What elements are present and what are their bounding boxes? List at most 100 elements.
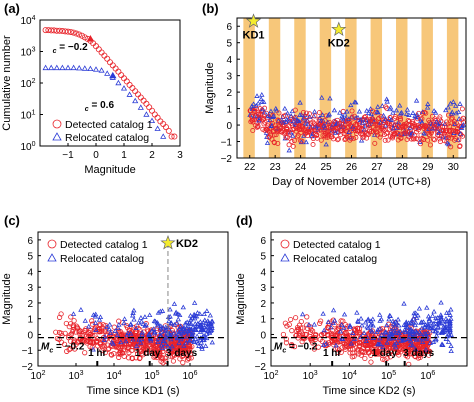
data-point-detected: [170, 346, 176, 352]
y-tick-label: 2: [226, 88, 232, 99]
data-point-relocated: [138, 318, 145, 324]
data-point-relocated: [392, 330, 399, 335]
data-point-relocated: [203, 331, 210, 336]
data-point-relocated: [333, 342, 339, 348]
data-point-detected: [71, 318, 77, 324]
data-point-detected: [377, 134, 383, 140]
x-tick-label: 22: [244, 162, 256, 173]
data-point-relocated: [446, 331, 452, 337]
data-point-relocated: [450, 99, 457, 104]
data-point-detected: [68, 314, 74, 320]
data-point-relocated: [131, 316, 137, 322]
data-point-detected: [382, 137, 388, 143]
x-tick-label: 105: [381, 370, 396, 382]
mc-annotation: c = −0.2: [53, 42, 88, 55]
data-point-detected: [95, 46, 102, 53]
data-point-relocated: [361, 126, 367, 132]
data-point-relocated: [355, 114, 361, 120]
x-axis-label: Time since KD2 (s): [322, 385, 415, 397]
data-point-relocated: [457, 101, 463, 106]
data-point-relocated: [169, 343, 175, 349]
data-point-detected: [349, 108, 355, 114]
data-point-detected: [146, 104, 153, 111]
data-point-relocated: [319, 94, 325, 100]
data-point-relocated: [378, 332, 385, 337]
data-point-relocated: [370, 322, 376, 328]
data-point-detected: [183, 352, 189, 358]
data-point-detected: [255, 124, 261, 130]
data-point-relocated: [286, 147, 292, 153]
data-point-relocated: [452, 121, 458, 126]
night-band: [396, 18, 408, 158]
data-point-relocated: [380, 344, 386, 350]
data-point-detected: [365, 347, 371, 353]
data-point-relocated: [290, 132, 296, 138]
data-point-relocated: [184, 319, 190, 325]
x-tick-label: 29: [422, 162, 434, 173]
data-point-relocated: [384, 339, 390, 345]
data-point-detected: [148, 107, 155, 114]
data-point-detected: [325, 325, 332, 331]
data-point-detected: [410, 349, 416, 355]
data-point-relocated: [179, 334, 185, 340]
data-point-relocated: [401, 300, 407, 306]
data-point-relocated: [270, 113, 277, 118]
data-point-relocated: [181, 324, 187, 330]
data-point-relocated: [76, 64, 83, 71]
data-point-relocated: [163, 341, 169, 347]
data-point-detected: [269, 117, 275, 123]
legend: Detected catalog 1 Relocated catalog: [47, 239, 148, 265]
data-point-detected: [187, 344, 193, 350]
data-point-relocated: [323, 340, 329, 346]
data-point-relocated: [209, 325, 215, 331]
data-point-relocated: [432, 328, 438, 334]
data-point-detected: [289, 138, 295, 144]
data-point-relocated: [138, 315, 144, 320]
data-point-relocated: [422, 130, 429, 136]
legend-label: Detected catalog 1: [60, 239, 148, 251]
y-tick-label: 2: [260, 299, 266, 310]
y-axis-label: Magnitude: [235, 273, 247, 324]
data-point-relocated: [309, 133, 315, 139]
data-point-detected: [81, 332, 87, 338]
data-point-detected: [303, 110, 309, 116]
data-point-relocated: [422, 324, 428, 330]
data-point-detected: [71, 337, 77, 343]
x-axis-label: Day of November 2014 (UTC+8): [272, 176, 431, 188]
legend-marker-detected: [52, 119, 62, 129]
data-point-relocated: [448, 315, 454, 321]
data-point-detected: [460, 119, 466, 125]
data-point-detected: [308, 327, 314, 333]
data-point-detected: [121, 353, 127, 359]
data-point-relocated: [121, 316, 128, 321]
data-point-relocated: [403, 329, 409, 335]
x-tick-label: 102: [30, 370, 45, 382]
data-point-detected: [111, 324, 117, 330]
data-point-relocated: [346, 129, 352, 134]
data-point-detected: [122, 341, 129, 347]
data-point-detected: [59, 28, 66, 35]
data-point-detected: [368, 359, 374, 365]
data-point-detected: [449, 115, 455, 121]
data-point-relocated: [331, 317, 338, 323]
data-point-relocated: [174, 319, 180, 325]
data-point-detected: [123, 78, 130, 85]
data-point-relocated: [155, 321, 161, 326]
data-point-detected: [126, 81, 133, 88]
data-point-relocated: [393, 340, 400, 346]
panel-c: (c) Mc = −0.2 KD2 102 103 104 105 106 −2 −1 0 1 2 3 4 5…: [1, 213, 229, 397]
data-point-relocated: [413, 97, 420, 103]
data-point-relocated: [387, 104, 394, 110]
data-point-relocated: [394, 327, 400, 333]
data-point-detected: [273, 132, 279, 138]
data-point-relocated: [133, 325, 139, 330]
data-point-relocated: [148, 117, 156, 123]
data-point-relocated: [321, 327, 327, 333]
data-point-relocated: [81, 65, 88, 71]
data-point-relocated: [189, 334, 195, 339]
data-point-relocated: [192, 313, 198, 319]
data-point-detected: [97, 340, 103, 346]
panel-label: (c): [4, 213, 20, 228]
data-point-relocated: [443, 107, 449, 113]
data-point-relocated: [409, 320, 415, 326]
